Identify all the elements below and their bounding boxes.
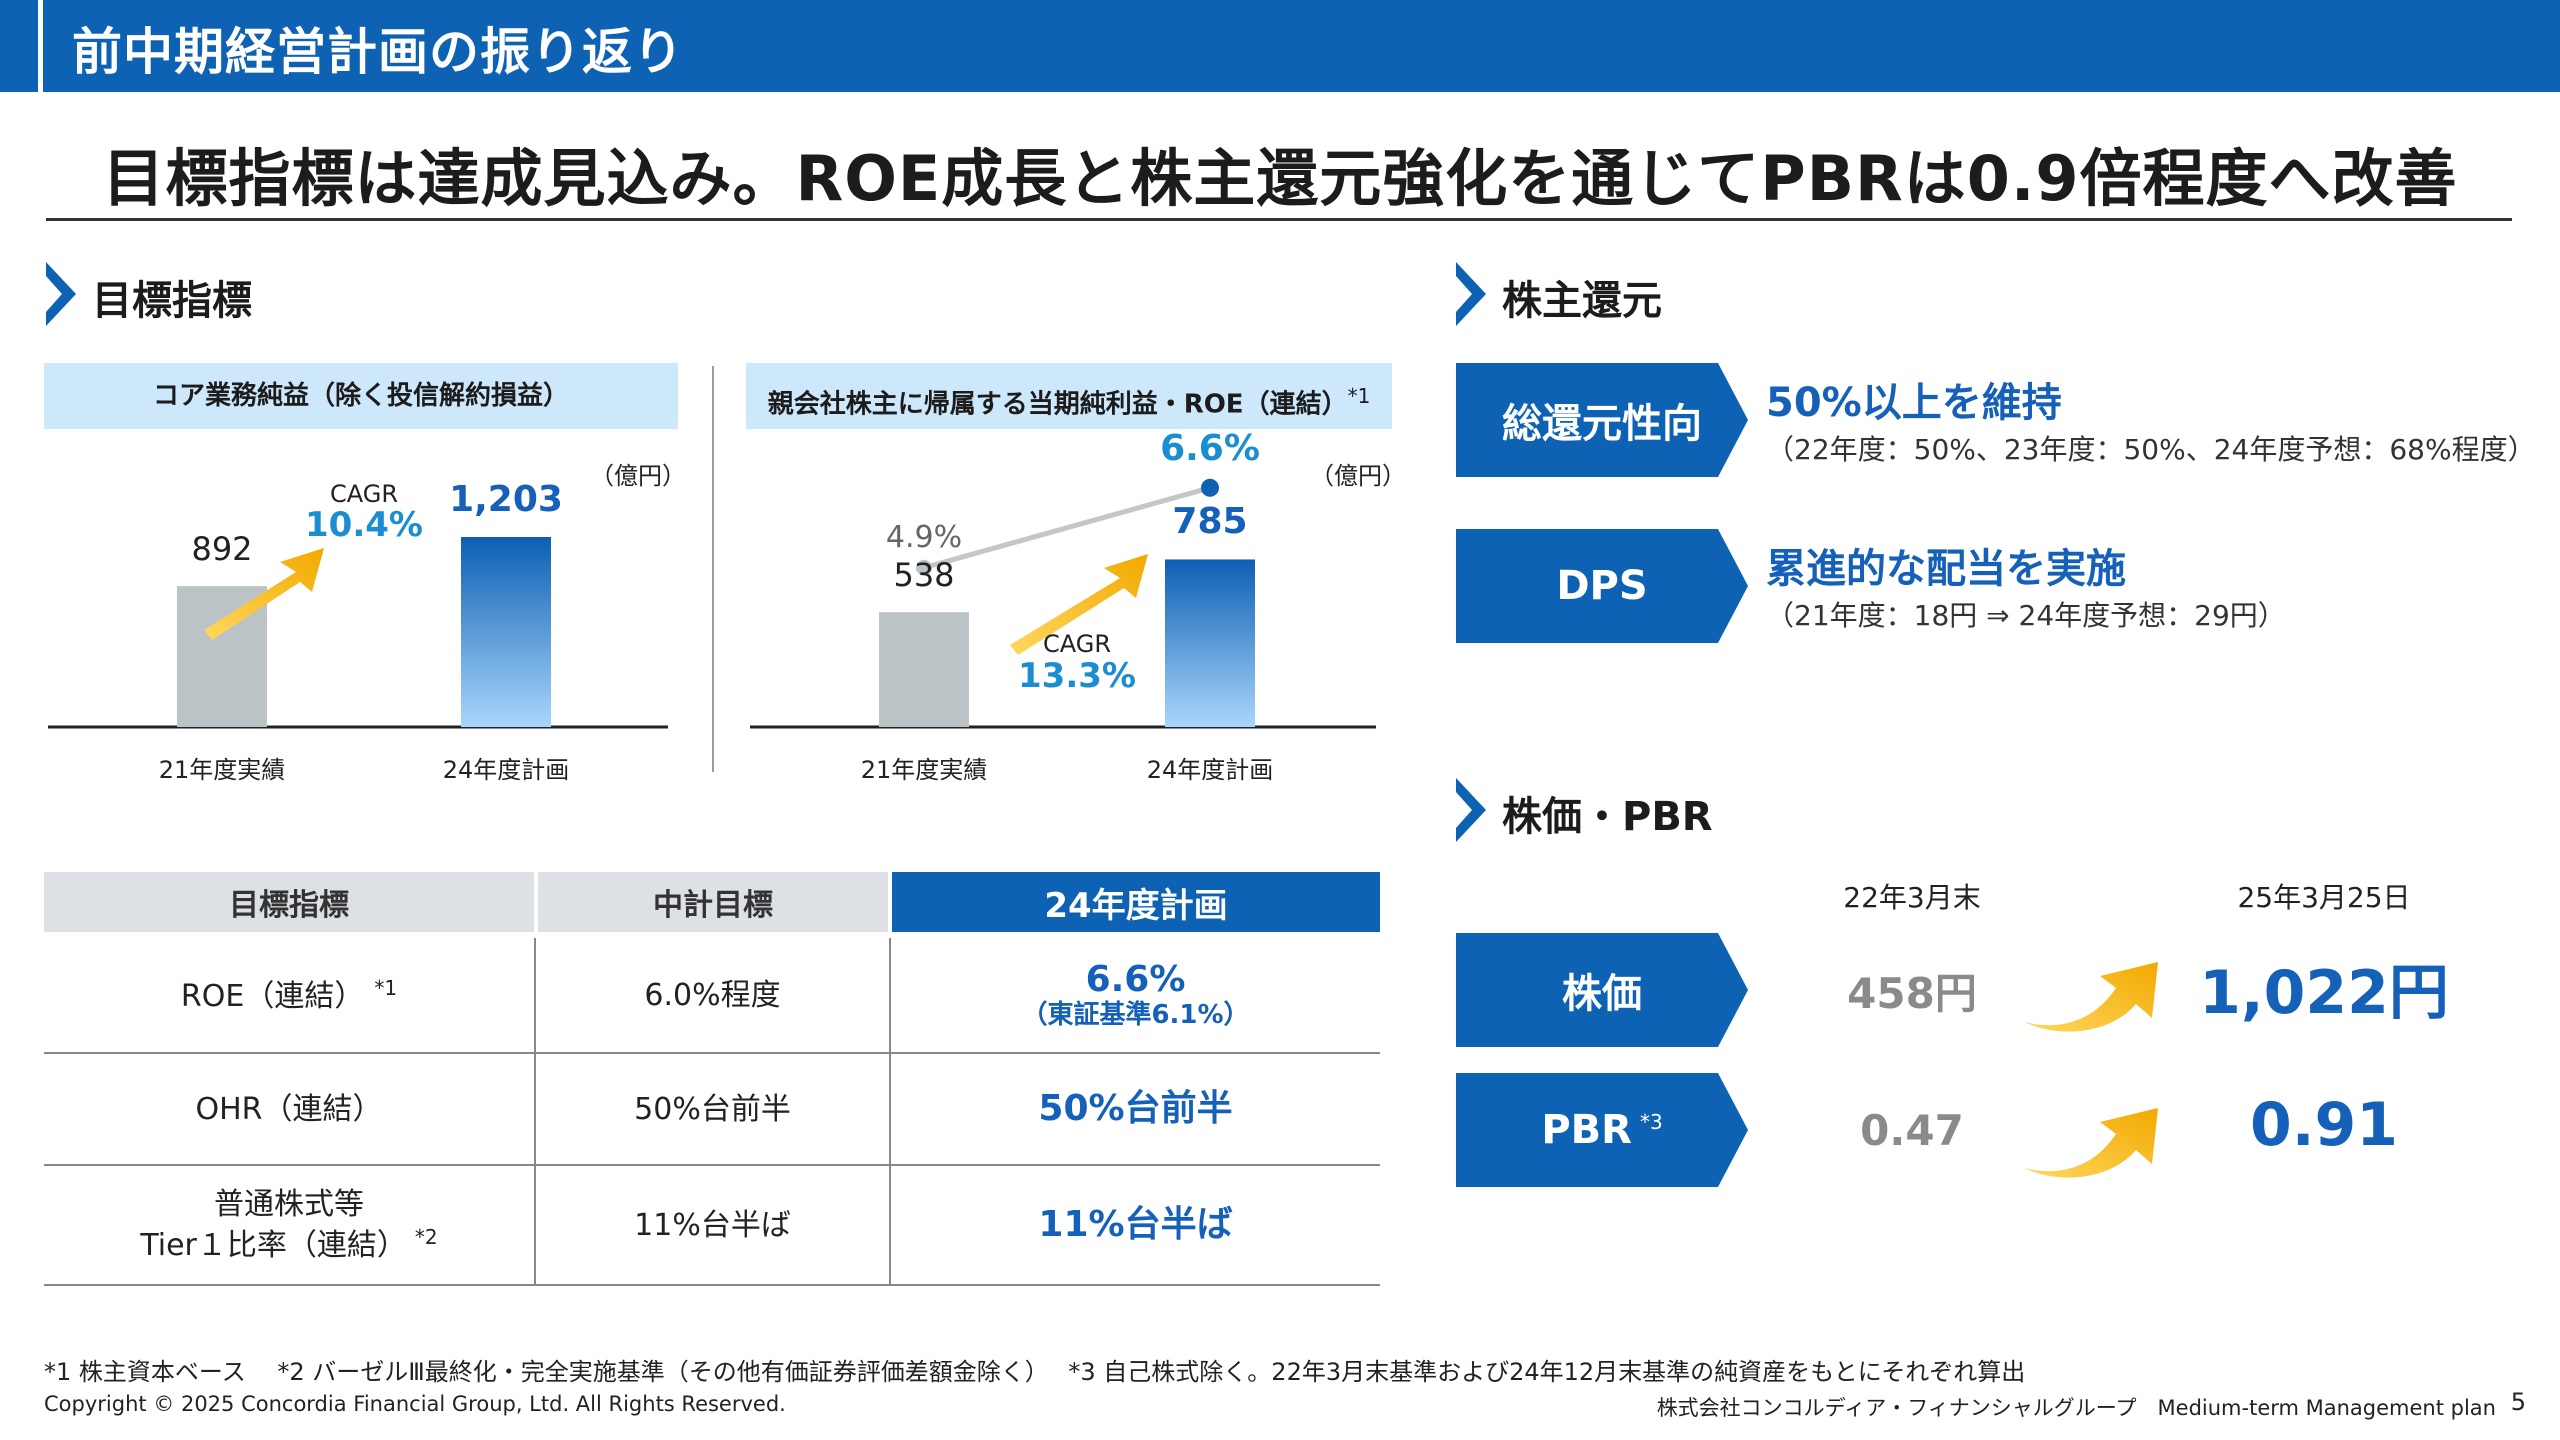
section-title: 株価・PBR [1502,794,1713,840]
title-marker [38,0,43,92]
plan-value: 6.6% [1085,959,1186,1001]
title-bar: 前中期経営計画の振り返り [0,0,2560,92]
table-column-divider [534,938,536,1286]
bar [879,612,969,727]
chart2-title: 親会社株主に帰属する当期純利益・ROE（連結）*1 [746,363,1392,429]
plan-sub-value: （東証基準6.1%） [1021,999,1250,1030]
target-cell: 50%台前半 [634,1091,791,1127]
plan-cell: 50%台前半 [891,1054,1380,1164]
page-number: 5 [2510,1388,2526,1416]
chart1-title: コア業務純益（除く投信解約損益） [44,363,678,429]
returns-headline: 累進的な配当を実施 [1766,546,2126,592]
date-before: 22年3月末 [1843,881,1981,914]
returns-label-dps: DPS [1456,529,1748,643]
footer-company: 株式会社コンコルディア・フィナンシャルグループ Medium-term Mana… [1656,1396,2496,1420]
table-header-metric: 目標指標 [44,872,534,932]
plan-cell: 11%台半ば [891,1166,1380,1284]
table-header-target: 中計目標 [538,872,888,932]
date-after: 25年3月25日 [2237,881,2411,914]
table-header-plan: 24年度計画 [892,872,1380,932]
chevron-right-icon [1456,778,1486,842]
returns-detail: （22年度：50%、23年度：50%、24年度予想：68%程度） [1766,433,2536,466]
plan-value: 50%台前半 [1038,1088,1233,1130]
pbr-after: 0.91 [2249,1090,2399,1160]
roe-point [1201,478,1219,497]
chart2-unit: （億円） [1310,462,1406,490]
curved-up-arrow-icon [2024,962,2158,1032]
chart2-roe-label: 6.6% [1160,427,1260,469]
table-row-divider [44,1164,1380,1166]
pbr-before: 0.47 [1860,1106,1964,1155]
chart1-value-label: 1,203 [449,479,563,520]
chart2-value-label: 538 [893,556,955,595]
bar [1165,559,1255,727]
page-title: 前中期経営計画の振り返り [72,23,684,81]
chevron-right-icon [1456,262,1486,326]
plan-value: 11%台半ば [1038,1204,1233,1246]
chart1-unit: （億円） [590,462,686,490]
metric-name: ROE（連結） [180,978,365,1014]
section-title: 株主還元 [1502,278,1662,324]
footnote-mark: *2 [414,1225,438,1249]
chart2-cagr-value: 13.3% [1018,656,1136,696]
price-after: 1,022円 [2199,958,2449,1028]
chart2-value-label: 785 [1172,501,1248,543]
growth-arrow-icon [204,548,324,640]
chart1-cagr-value: 10.4% [305,505,423,545]
copyright: Copyright © 2025 Concordia Financial Gro… [44,1392,786,1416]
returns-label-payout: 総還元性向 [1456,363,1748,477]
footnote-mark: *1 [374,975,398,1000]
table-row: OHR（連結） [44,1054,534,1164]
returns-headline: 50%以上を維持 [1766,380,2062,426]
price-before: 458円 [1847,969,1977,1018]
chart1-x-label: 24年度計画 [442,756,570,784]
price-label-stock: 株価 [1456,933,1748,1047]
headline: 目標指標は達成見込み。ROE成長と株主還元強化を通じてPBRは0.9倍程度へ改善 [102,142,2458,215]
curved-up-arrow-icon [2024,1108,2158,1178]
footnotes: *1 株主資本ベース *2 バーゼルⅢ最終化・完全実施基準（その他有価証券評価差… [44,1358,2026,1386]
chart1-x-label: 21年度実績 [158,756,286,784]
table-row: 普通株式等 Tier１比率（連結） *2 [44,1166,534,1284]
price-label-pbr: PBR *3 [1456,1073,1748,1187]
table-column-divider [889,938,891,1286]
chart2-x-label: 24年度計画 [1146,756,1274,784]
target-cell: 6.0%程度 [644,977,781,1013]
chart2-cagr-label: CAGR [1042,630,1112,658]
roe-line [923,485,1211,571]
chart1-plot [48,537,668,729]
metric-name: 普通株式等 [214,1187,364,1222]
table-row: ROE（連結） *1 [44,938,534,1052]
chart2-roe-label: 4.9% [885,519,963,555]
footnote-mark: *3 [1639,1109,1663,1134]
growth-arrow-icon [1010,554,1148,655]
table-row-divider [44,1052,1380,1054]
bar [461,537,551,727]
chart1-cagr-label: CAGR [329,480,399,508]
chart1-value-label: 892 [191,530,253,569]
chart2-x-label: 21年度実績 [860,756,988,784]
metric-name: Tier１比率（連結） [140,1228,407,1263]
target-cell: 11%台半ば [634,1207,791,1243]
returns-detail: （21年度：18円 ⇒ 24年度予想：29円） [1766,599,2286,632]
headline-divider [46,218,2512,221]
roe-point [916,559,932,576]
chart2-plot [750,478,1376,729]
table-bottom-border [44,1284,1380,1286]
metric-name: OHR（連結） [195,1091,383,1127]
section-title: 目標指標 [92,278,252,324]
plan-cell: 6.6% （東証基準6.1%） [891,938,1380,1052]
chevron-right-icon [46,262,76,326]
chart-divider [712,366,714,772]
